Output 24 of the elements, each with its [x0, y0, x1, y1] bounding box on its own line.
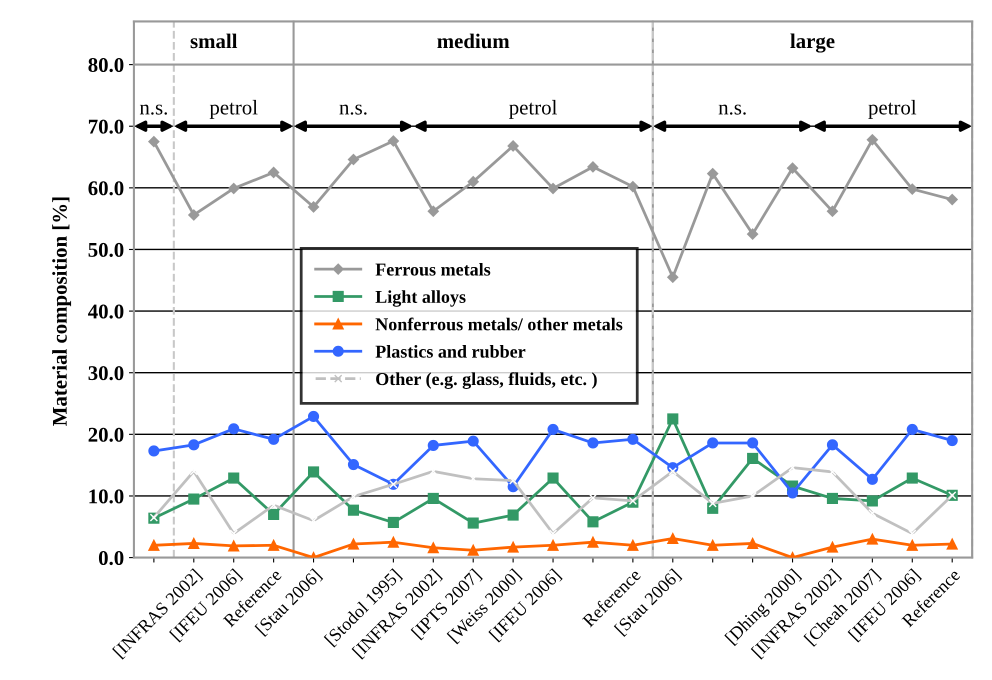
y-tick-label: 60.0 [88, 181, 124, 196]
legend-label: Nonferrous metals/ other metals [376, 318, 622, 330]
y-tick-label: 0.0 [98, 550, 124, 566]
annotation: petrol [509, 100, 557, 119]
legend-label: Light alloys [376, 290, 466, 307]
legend-label: Ferrous metals [376, 262, 490, 276]
y-tick-label: 50.0 [88, 242, 124, 257]
y-tick-label: 10.0 [89, 489, 124, 504]
y-tick-label: 30.0 [88, 366, 124, 380]
annotation: n.s. [140, 104, 167, 115]
legend-label: Plastics and rubber [376, 345, 526, 358]
text: large [790, 34, 835, 53]
y-tick-label: 40.0 [88, 304, 124, 319]
legend-label: Other (e.g. glass, fluids, etc. ) [376, 372, 597, 389]
annotation: n.s. [339, 104, 367, 115]
text: medium [437, 34, 510, 48]
text: small [190, 34, 238, 48]
y-tick-label: 80.0 [88, 58, 124, 72]
annotation: n.s. [718, 104, 746, 115]
annotation: petrol [868, 100, 916, 119]
annotation: petrol [210, 100, 258, 119]
y-tick-label: 20.0 [88, 428, 124, 442]
y-tick-label: 70.0 [88, 120, 124, 134]
y-axis-title: Material composition [%] [52, 198, 72, 426]
